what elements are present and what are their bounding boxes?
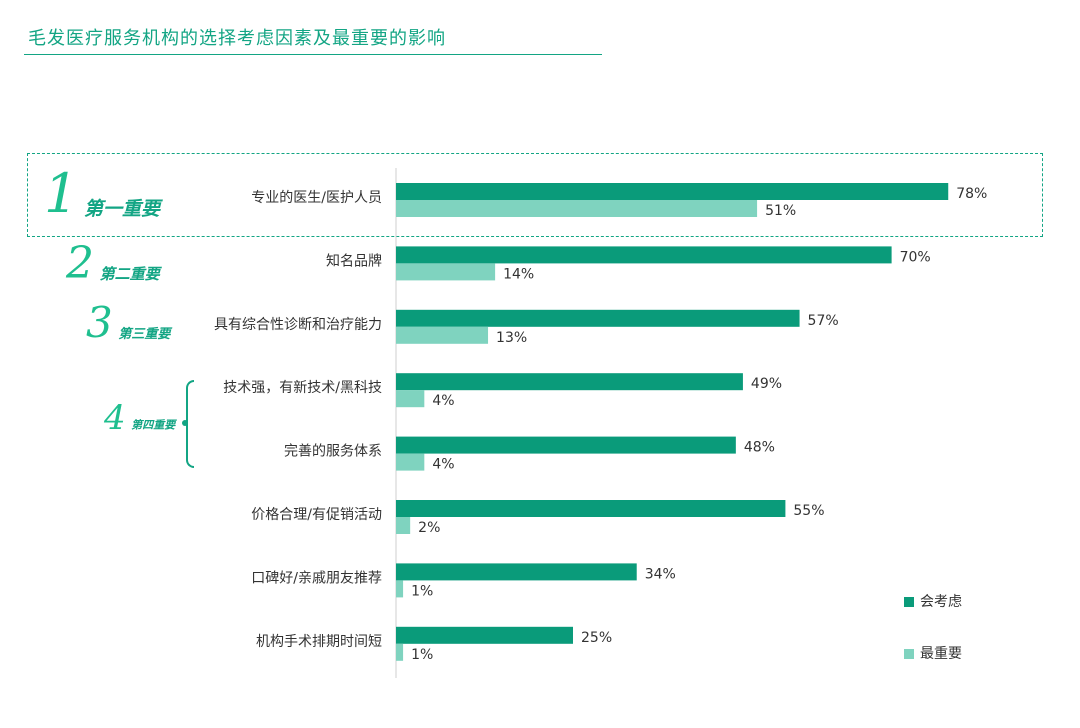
rank-3-number: 3 bbox=[86, 298, 113, 347]
bar-most-important bbox=[396, 263, 496, 281]
legend-most-important: 最重要 bbox=[904, 643, 962, 663]
data-label-consider: 78% bbox=[956, 186, 987, 202]
data-label-most-important: 51% bbox=[765, 203, 796, 219]
data-label-consider: 48% bbox=[744, 440, 775, 456]
bar-most-important bbox=[396, 580, 404, 598]
rank-2-number: 2 bbox=[66, 238, 94, 289]
rank-4-brace-tip bbox=[182, 420, 188, 426]
bar-most-important bbox=[396, 200, 758, 217]
data-label-consider: 55% bbox=[793, 503, 824, 519]
data-label-most-important: 13% bbox=[496, 330, 527, 346]
rank-4-label: 4 第四重要 bbox=[104, 398, 175, 438]
rank-1-number: 1 bbox=[44, 162, 79, 225]
category-label: 技术强，有新技术/黑科技 bbox=[223, 380, 382, 396]
rank-2-text: 第二重要 bbox=[99, 265, 160, 283]
category-label: 口碑好/亲戚朋友推荐 bbox=[251, 570, 382, 586]
data-label-consider: 49% bbox=[751, 376, 782, 392]
bar-most-important bbox=[396, 643, 404, 661]
data-label-most-important: 14% bbox=[503, 266, 534, 282]
bar-consider bbox=[396, 309, 800, 327]
bar-most-important bbox=[396, 517, 411, 534]
rank-3-label: 3 第三重要 bbox=[86, 298, 170, 347]
bar-consider bbox=[396, 626, 573, 644]
legend-most-important-label: 最重要 bbox=[920, 646, 962, 662]
bar-most-important bbox=[396, 453, 425, 471]
rank-3-text: 第三重要 bbox=[118, 327, 171, 342]
rank-4-text: 第四重要 bbox=[131, 418, 176, 432]
rank-4-number: 4 bbox=[104, 398, 126, 438]
bar-consider bbox=[396, 183, 949, 200]
legend-consider-swatch bbox=[904, 597, 914, 607]
data-label-most-important: 4% bbox=[432, 457, 454, 473]
rank-1-text: 第一重要 bbox=[83, 198, 160, 220]
data-label-consider: 57% bbox=[808, 313, 839, 329]
bar-consider bbox=[396, 373, 743, 391]
category-label: 机构手术排期时间短 bbox=[256, 634, 382, 650]
legend-consider-label: 会考虑 bbox=[920, 594, 962, 610]
data-label-consider: 70% bbox=[900, 249, 931, 265]
rank-1-label: 1 第一重要 bbox=[44, 162, 160, 225]
data-label-consider: 25% bbox=[581, 630, 612, 646]
data-label-most-important: 2% bbox=[418, 520, 440, 536]
category-label: 具有综合性诊断和治疗能力 bbox=[214, 317, 382, 333]
data-label-most-important: 1% bbox=[411, 647, 433, 663]
bar-consider bbox=[396, 500, 786, 517]
category-label: 专业的医生/医护人员 bbox=[251, 190, 382, 206]
data-label-most-important: 4% bbox=[432, 393, 454, 409]
bar-most-important bbox=[396, 390, 425, 408]
bar-consider bbox=[396, 563, 637, 581]
category-label: 价格合理/有促销活动 bbox=[251, 507, 382, 523]
title-underline bbox=[24, 54, 602, 55]
top-priority-highlight bbox=[27, 153, 1043, 237]
data-label-consider: 34% bbox=[645, 566, 676, 582]
chart-title: 毛发医疗服务机构的选择考虑因素及最重要的影响 bbox=[28, 28, 446, 49]
legend-consider: 会考虑 bbox=[904, 591, 962, 611]
bar-consider bbox=[396, 436, 736, 454]
rank-2-label: 2 第二重要 bbox=[66, 238, 160, 289]
bar-most-important bbox=[396, 326, 489, 344]
legend-most-important-swatch bbox=[904, 649, 914, 659]
bar-consider bbox=[396, 246, 892, 264]
data-label-most-important: 1% bbox=[411, 583, 433, 599]
category-label: 知名品牌 bbox=[326, 252, 382, 269]
category-label: 完善的服务体系 bbox=[284, 444, 382, 460]
